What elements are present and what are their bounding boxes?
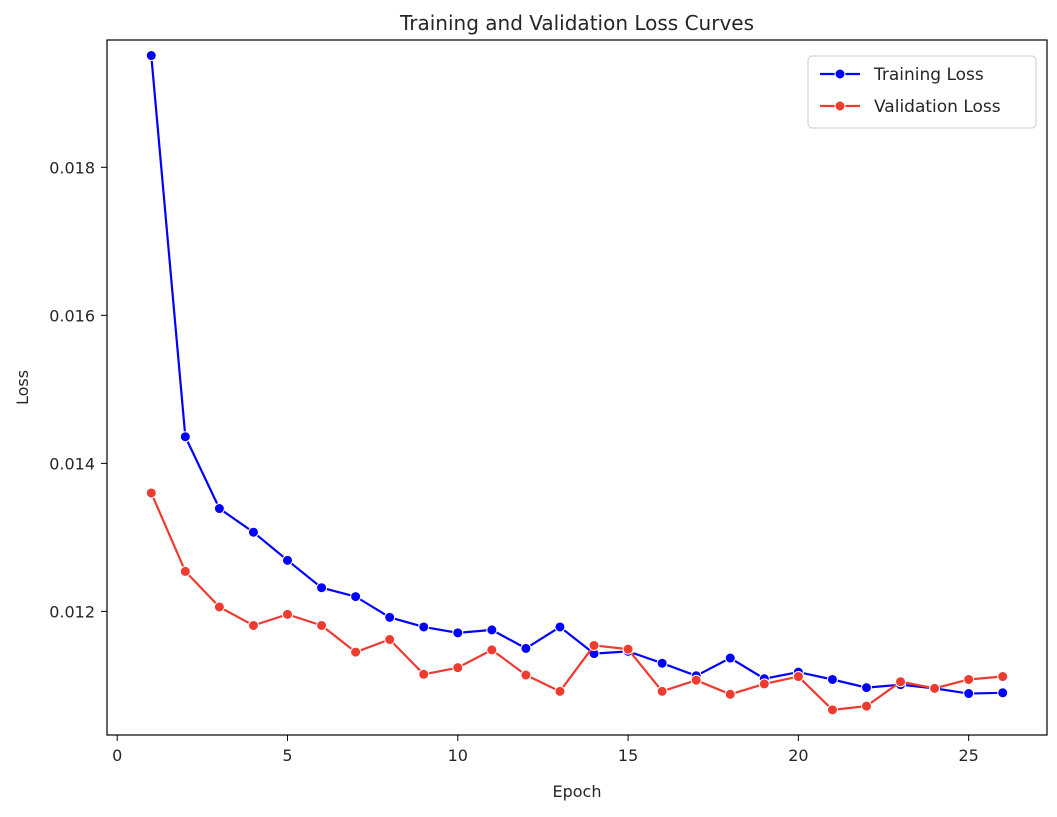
series-1-point	[316, 619, 328, 631]
series-0-point	[520, 642, 532, 654]
series-1-point	[622, 643, 634, 655]
series-0-point	[179, 431, 191, 443]
legend: Training Loss Validation Loss	[807, 55, 1037, 129]
chart-title: Training and Validation Loss Curves	[399, 11, 754, 35]
x-tick-label: 25	[958, 746, 978, 765]
series-0-point	[418, 621, 430, 633]
series-0-point	[316, 582, 328, 594]
series-1-point	[724, 688, 736, 700]
series-1-point	[895, 676, 907, 688]
series-0-point	[213, 503, 225, 515]
legend-label-0: Training Loss	[873, 65, 984, 85]
series-line-0	[150, 55, 1003, 695]
series-1-point	[860, 700, 872, 712]
series-1-point	[826, 704, 838, 716]
series-1-point	[929, 682, 941, 694]
series-0-point	[554, 621, 566, 633]
legend-label-1: Validation Loss	[874, 97, 1001, 117]
x-tick-label: 0	[112, 746, 122, 765]
series-1-point	[758, 678, 770, 690]
series-1-point	[179, 565, 191, 577]
series-1-point	[418, 668, 430, 680]
series-line-1	[150, 492, 1003, 711]
series-1-point	[282, 608, 294, 620]
series-1-point	[452, 662, 464, 674]
series-0-point	[452, 627, 464, 639]
legend-box	[807, 55, 1037, 129]
series-1-point	[656, 685, 668, 697]
series-0-point	[963, 688, 975, 700]
legend-marker-1	[834, 100, 846, 112]
series-1-point	[690, 674, 702, 686]
x-tick-label: 15	[618, 746, 638, 765]
x-axis-label: Epoch	[553, 782, 602, 801]
series-0-point	[860, 682, 872, 694]
series-0-point	[282, 554, 294, 566]
series-1-point	[350, 646, 362, 658]
series-0-point	[384, 611, 396, 623]
y-tick-label: 0.012	[49, 602, 95, 621]
series-1-point	[213, 601, 225, 613]
y-axis-label: Loss	[13, 370, 32, 405]
legend-marker-0	[834, 68, 846, 80]
series-1-point	[792, 671, 804, 683]
series-0-point	[350, 591, 362, 603]
series-1-point	[588, 639, 600, 651]
series-0-point	[997, 687, 1009, 699]
series-1-point	[247, 619, 259, 631]
series-1-point	[145, 487, 157, 499]
series-0-point	[826, 673, 838, 685]
series-0-point	[486, 624, 498, 636]
x-tick-label: 10	[448, 746, 468, 765]
plot-layer: 0 5 10 15 20 25 0.012 0.014 0.016 0.018	[49, 39, 1048, 765]
y-tick-label: 0.018	[49, 158, 95, 177]
plot-frame	[106, 39, 1048, 736]
series-1-point	[520, 669, 532, 681]
series-1-point	[554, 685, 566, 697]
series-0-point	[247, 526, 259, 538]
y-tick-label: 0.016	[49, 306, 95, 325]
x-tick-label: 20	[788, 746, 808, 765]
series-1-point	[486, 644, 498, 656]
series-0-point	[656, 657, 668, 669]
series-0-point	[724, 652, 736, 664]
y-tick-label: 0.014	[49, 454, 95, 473]
x-tick-label: 5	[282, 746, 292, 765]
series-1-point	[997, 671, 1009, 683]
series-1-point	[384, 634, 396, 646]
series-0-point	[145, 50, 157, 62]
series-1-point	[963, 673, 975, 685]
